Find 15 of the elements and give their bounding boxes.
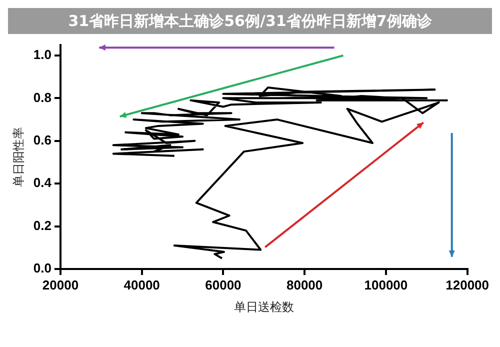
x-tick-label: 80000 — [286, 277, 323, 292]
y-axis-title: 单日阳性率 — [11, 126, 26, 187]
chart-title: 31省昨日新增本土确诊56例/31省份昨日新增7例确诊 — [8, 8, 492, 34]
y-tick-label: 0.8 — [33, 90, 52, 105]
x-tick-label: 120000 — [446, 277, 490, 292]
y-tick-label: 1.0 — [33, 47, 52, 62]
x-tick-label: 40000 — [124, 277, 160, 292]
x-tick-label: 100000 — [364, 277, 408, 292]
x-axis-title: 单日送检数 — [234, 300, 294, 314]
y-tick-label: 0.0 — [33, 260, 52, 276]
y-tick-label: 0.6 — [33, 132, 52, 148]
y-tick-label: 0.4 — [33, 175, 52, 190]
y-tick-label: 0.2 — [33, 218, 52, 233]
x-tick-label: 60000 — [205, 277, 242, 292]
x-tick-label: 20000 — [42, 277, 79, 292]
